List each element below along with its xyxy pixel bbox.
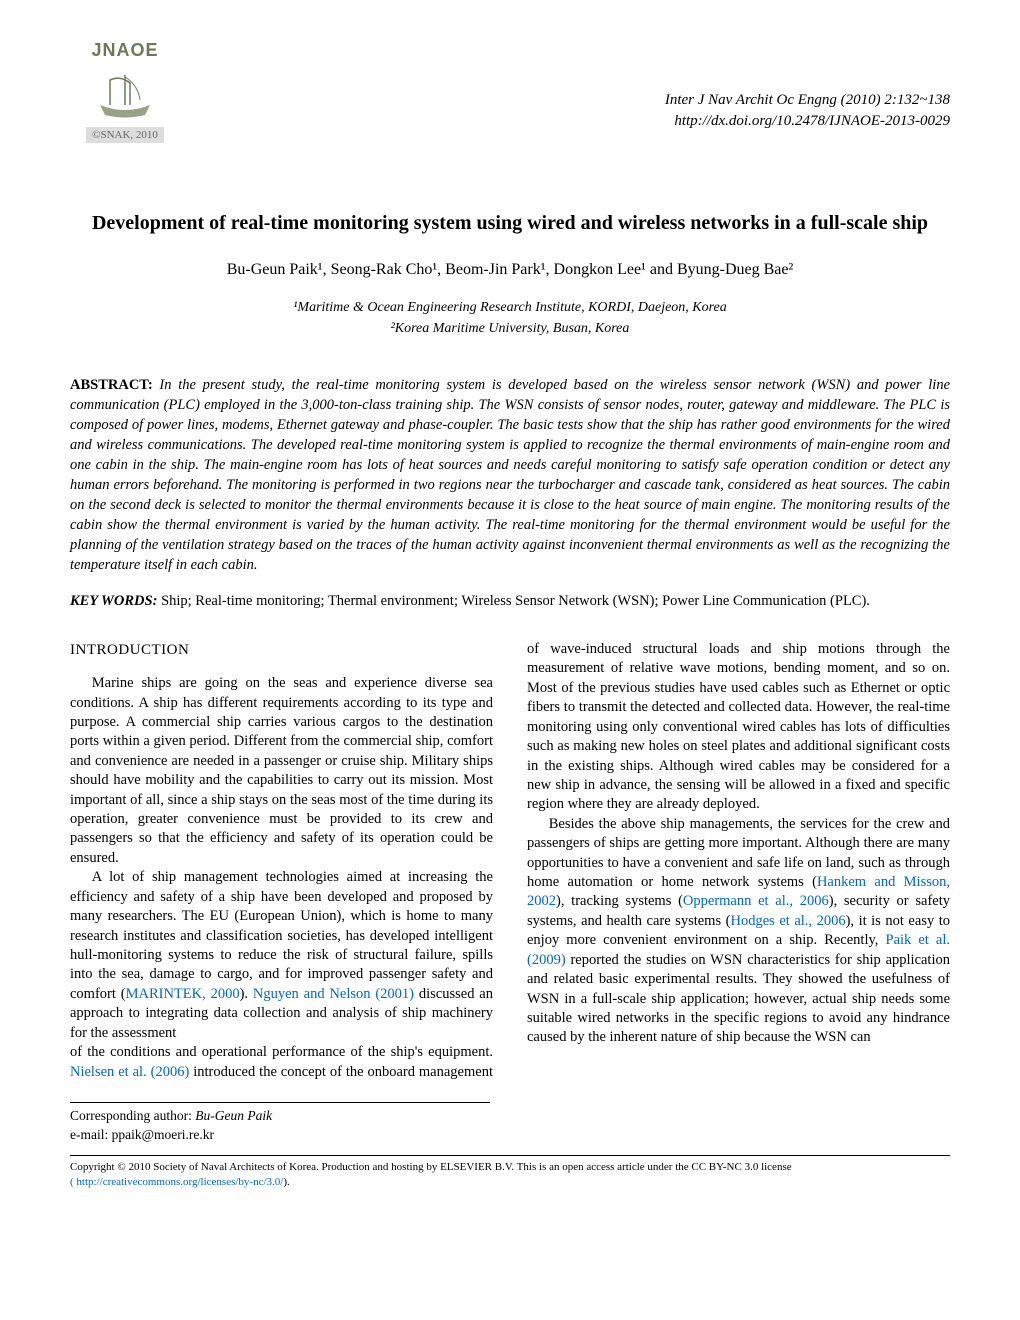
affiliation-2: ²Korea Maritime University, Busan, Korea	[70, 318, 950, 339]
logo-copyright: ©SNAK, 2010	[86, 127, 164, 143]
keywords-text: Ship; Real-time monitoring; Thermal envi…	[161, 593, 870, 609]
footer-text: Copyright © 2010 Society of Naval Archit…	[70, 1161, 792, 1173]
ref-hodges-2006[interactable]: Hodges et al., 2006	[730, 913, 845, 929]
journal-citation-line1: Inter J Nav Archit Oc Engng (2010) 2:132…	[665, 90, 950, 111]
abstract: ABSTRACT: In the present study, the real…	[70, 375, 950, 575]
keywords-label: KEY WORDS:	[70, 593, 157, 609]
footer-license-link[interactable]: ( http://creativecommons.org/licenses/by…	[70, 1176, 283, 1188]
corresponding-author: Corresponding author: Bu-Geun Paik e-mai…	[70, 1102, 490, 1145]
keywords: KEY WORDS: Ship; Real-time monitoring; T…	[70, 593, 950, 610]
ref-oppermann-2006[interactable]: Oppermann et al., 2006	[683, 893, 829, 909]
journal-citation: Inter J Nav Archit Oc Engng (2010) 2:132…	[665, 90, 950, 132]
abstract-label: ABSTRACT:	[70, 377, 153, 393]
affiliation-1: ¹Maritime & Ocean Engineering Research I…	[70, 297, 950, 318]
corresponding-label: Corresponding author:	[70, 1108, 195, 1123]
abstract-text: In the present study, the real-time moni…	[70, 377, 950, 573]
affiliations: ¹Maritime & Ocean Engineering Research I…	[70, 297, 950, 339]
corresponding-email: ppaik@moeri.re.kr	[112, 1127, 214, 1142]
journal-logo: JNAOE ©SNAK, 2010	[70, 40, 180, 160]
body-para-1: Marine ships are going on the seas and e…	[70, 674, 493, 868]
ref-marintek-2000[interactable]: MARINTEK, 2000	[126, 986, 240, 1002]
footer-copyright: Copyright © 2010 Society of Naval Archit…	[70, 1155, 950, 1190]
ref-nielsen-2006[interactable]: Nielsen et al. (2006)	[70, 1064, 189, 1080]
corresponding-name: Bu-Geun Paik	[195, 1108, 272, 1123]
ref-nguyen-nelson-2001[interactable]: Nguyen and Nelson (2001)	[253, 986, 414, 1002]
footer-close: ).	[283, 1176, 289, 1188]
corresponding-email-label: e-mail:	[70, 1127, 112, 1142]
header: JNAOE ©SNAK, 2010 Inter J Nav Archit Oc …	[70, 40, 950, 160]
body-para-2: A lot of ship management technologies ai…	[70, 868, 493, 1043]
section-heading-introduction: INTRODUCTION	[70, 640, 493, 660]
authors: Bu-Geun Paik¹, Seong-Rak Cho¹, Beom-Jin …	[70, 261, 950, 279]
body-para-4: Besides the above ship managements, the …	[527, 815, 950, 1048]
journal-citation-doi: http://dx.doi.org/10.2478/IJNAOE-2013-00…	[665, 111, 950, 132]
logo-ship-icon	[90, 65, 160, 125]
body-text: INTRODUCTION Marine ships are going on t…	[70, 640, 950, 1082]
paper-title: Development of real-time monitoring syst…	[70, 210, 950, 237]
logo-acronym: JNAOE	[91, 40, 158, 61]
